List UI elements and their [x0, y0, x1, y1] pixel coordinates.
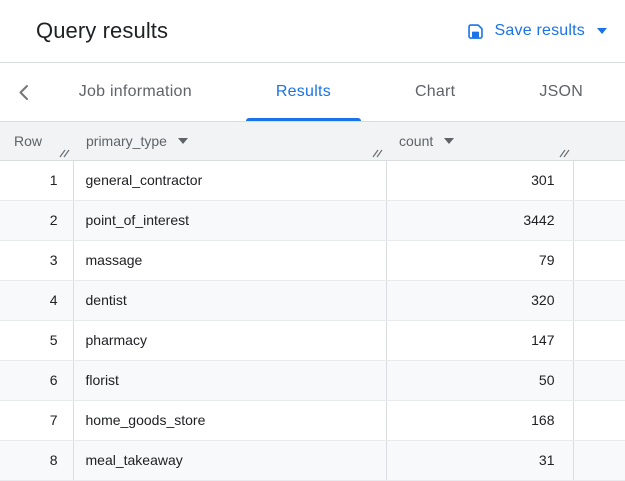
table-row: 4 dentist 320 — [0, 280, 625, 321]
tab-json[interactable]: JSON — [509, 63, 613, 121]
column-menu-caret-icon[interactable] — [444, 137, 455, 144]
primary-type-cell: florist — [73, 360, 387, 401]
row-number-cell: 4 — [0, 280, 74, 321]
count-cell: 147 — [386, 320, 574, 361]
tab-job-information[interactable]: Job information — [49, 63, 222, 121]
table-row: 8 meal_takeaway 31 — [0, 440, 625, 481]
primary-type-cell: home_goods_store — [73, 400, 387, 441]
primary-type-cell: massage — [73, 240, 387, 281]
row-number-cell: 8 — [0, 440, 74, 481]
back-button[interactable] — [10, 63, 37, 121]
count-cell: 301 — [386, 160, 574, 201]
count-cell: 50 — [386, 360, 574, 401]
filler-cell — [573, 320, 625, 361]
count-cell: 31 — [386, 440, 574, 481]
table-row: 7 home_goods_store 168 — [0, 400, 625, 441]
page-title: Query results — [36, 18, 169, 43]
column-menu-caret-icon[interactable] — [177, 137, 188, 144]
tab-label: Results — [275, 83, 331, 100]
column-header-primary-type[interactable]: primary_type — [73, 122, 386, 161]
column-resize-handle-icon[interactable] — [58, 149, 70, 158]
results-table: Row primary_type count — [0, 122, 625, 481]
row-number-cell: 3 — [0, 240, 74, 281]
table-row: 5 pharmacy 147 — [0, 320, 625, 361]
table-row: 6 florist 50 — [0, 360, 625, 401]
primary-type-cell: point_of_interest — [73, 200, 387, 241]
primary-type-cell: meal_takeaway — [73, 440, 387, 481]
table-body: 1 general_contractor 301 2 point_of_interest… — [0, 160, 625, 481]
save-results-label: Save results — [494, 22, 585, 39]
count-cell: 320 — [386, 280, 574, 321]
save-results-button[interactable]: Save results — [462, 20, 611, 43]
dropdown-caret-icon — [597, 28, 607, 34]
table-row: 3 massage 79 — [0, 240, 625, 281]
tab-results[interactable]: Results — [245, 63, 362, 121]
column-label: count — [399, 132, 434, 149]
tab-label: Job information — [78, 83, 192, 100]
tab-chart[interactable]: Chart — [385, 63, 485, 121]
filler-cell — [573, 160, 625, 201]
titlebar: Query results Save results — [0, 0, 625, 62]
primary-type-cell: dentist — [73, 280, 387, 321]
column-label: Row — [14, 132, 43, 149]
save-icon — [466, 22, 485, 41]
filler-cell — [573, 280, 625, 321]
column-header-filler — [573, 122, 625, 161]
table-header-row: Row primary_type count — [0, 122, 625, 161]
row-number-cell: 1 — [0, 160, 74, 201]
primary-type-cell: general_contractor — [73, 160, 387, 201]
tab-label: JSON — [539, 83, 583, 100]
row-number-cell: 2 — [0, 200, 74, 241]
tab-label: Chart — [414, 83, 456, 100]
column-resize-handle-icon[interactable] — [371, 149, 383, 158]
filler-cell — [573, 360, 625, 401]
row-number-cell: 5 — [0, 320, 74, 361]
row-number-cell: 6 — [0, 360, 74, 401]
table-row: 2 point_of_interest 3442 — [0, 200, 625, 241]
tabsbar: Job information Results Chart JSON — [0, 62, 625, 122]
count-cell: 79 — [386, 240, 574, 281]
filler-cell — [573, 400, 625, 441]
filler-cell — [573, 240, 625, 281]
chevron-left-icon — [18, 84, 29, 101]
primary-type-cell: pharmacy — [73, 320, 387, 361]
filler-cell — [573, 200, 625, 241]
table-row: 1 general_contractor 301 — [0, 160, 625, 201]
column-header-count[interactable]: count — [386, 122, 573, 161]
filler-cell — [573, 440, 625, 481]
column-label: primary_type — [86, 132, 167, 149]
count-cell: 3442 — [386, 200, 574, 241]
row-number-cell: 7 — [0, 400, 74, 441]
column-header-row: Row — [0, 122, 73, 161]
count-cell: 168 — [386, 400, 574, 441]
column-resize-handle-icon[interactable] — [558, 149, 570, 158]
